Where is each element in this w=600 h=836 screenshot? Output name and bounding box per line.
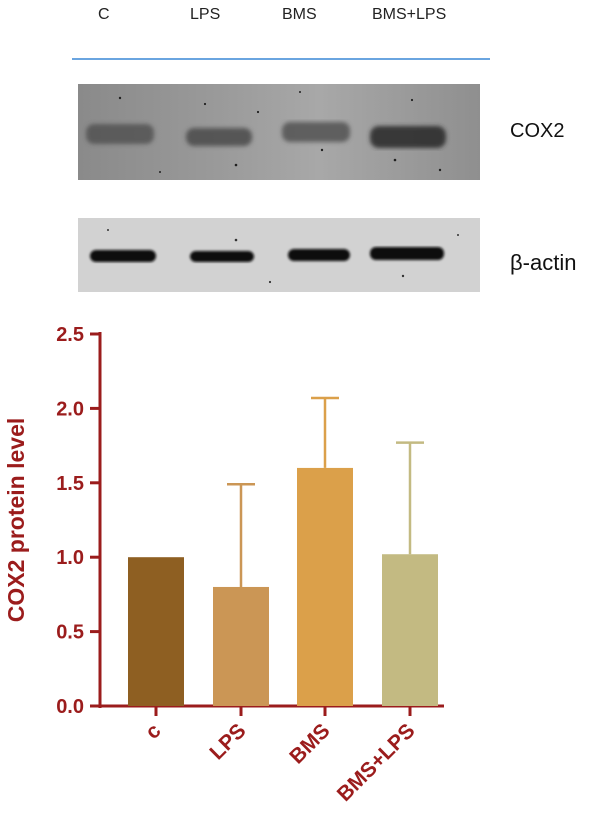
y-tick-label: 1.5: [56, 473, 84, 495]
y-tick-label: 2.0: [56, 398, 84, 420]
y-tick-label: 0.5: [56, 622, 84, 644]
beta-actin-label: β-actin: [510, 250, 577, 275]
y-tick-label: 0.0: [56, 696, 84, 718]
bar: [128, 557, 184, 706]
lane-divider-line: [72, 58, 490, 60]
cox2-band-c: [86, 124, 154, 144]
actin-band-bms-lps: [370, 247, 444, 260]
bar: [382, 554, 438, 706]
bar: [297, 467, 353, 706]
y-axis: 0.0 0.5 1.0 1.5 2.0 2.5: [56, 324, 102, 718]
y-tick-label: 2.5: [56, 324, 84, 346]
actin-band-bms: [288, 249, 350, 261]
x-tick-label: LPS: [205, 719, 250, 764]
lane-label-lps: LPS: [190, 6, 221, 23]
y-axis-label: COX2 protein level: [3, 418, 29, 623]
actin-band-lps: [190, 251, 254, 262]
cox2-band-lps: [186, 128, 252, 146]
bars: [128, 467, 438, 706]
cox2-label: COX2: [510, 120, 565, 142]
lane-label-c: C: [98, 6, 110, 23]
actin-speckles: [107, 229, 459, 284]
lane-label-bms: BMS: [282, 6, 317, 23]
blot-image: [78, 84, 480, 292]
lane-label-bms-lps: BMS+LPS: [372, 6, 447, 23]
x-tick-label: c: [141, 719, 166, 744]
actin-bands: [90, 247, 444, 262]
bar: [213, 586, 269, 706]
cox2-speckles: [118, 91, 442, 173]
y-tick-label: 1.0: [56, 547, 84, 569]
cox2-bands: [86, 122, 446, 148]
x-tick-label: BMS+LPS: [333, 719, 420, 806]
cox2-band-bms-lps: [370, 126, 446, 148]
x-tick-label: BMS: [285, 719, 334, 768]
cox2-band-bms: [282, 122, 350, 142]
error-bars: [227, 396, 424, 587]
actin-band-c: [90, 250, 156, 262]
